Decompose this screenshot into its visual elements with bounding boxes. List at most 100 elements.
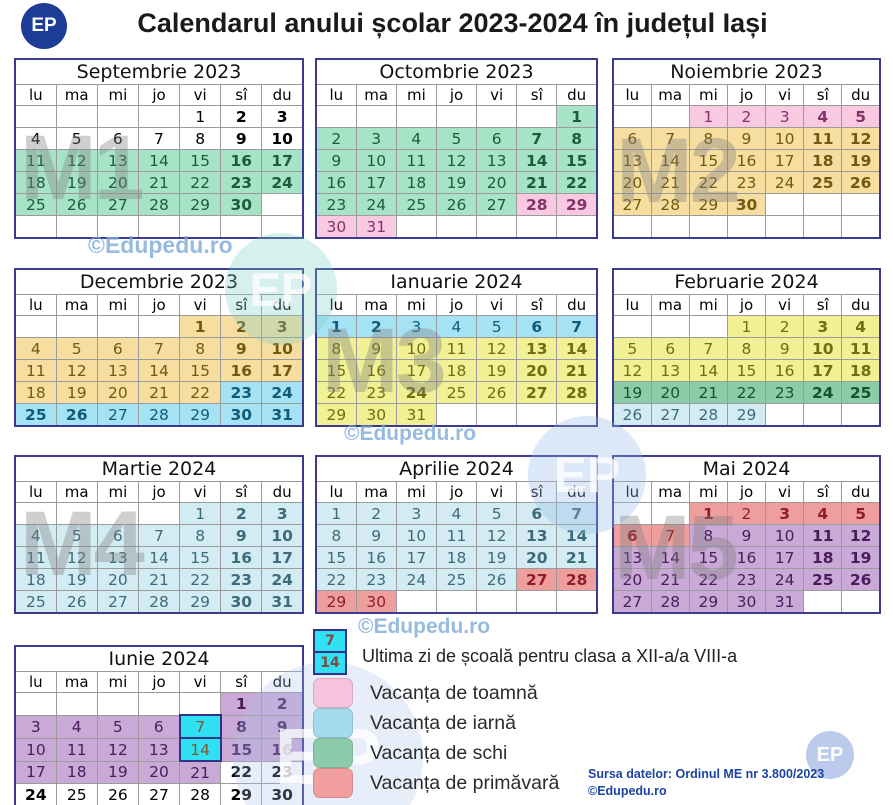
day-cell: 5	[841, 502, 881, 525]
day-cell: 22	[556, 171, 598, 194]
day-cell: 11	[55, 737, 98, 762]
day-cell: 14	[556, 337, 598, 360]
day-cell: 21	[137, 381, 181, 404]
day-cell: 8	[315, 524, 357, 547]
day-cell: 26	[476, 568, 518, 591]
day-cell: 22	[315, 568, 357, 591]
winter-holiday-label: Vacanța de iarnă	[370, 711, 516, 734]
copyright-watermark: ©Edupedu.ro	[344, 422, 477, 445]
day-cell: 15	[220, 737, 263, 762]
day-cell: 30	[220, 193, 263, 216]
month-title: Ianuarie 2024	[315, 268, 598, 295]
day-cell: 6	[650, 337, 690, 360]
day-cell: 1	[315, 315, 357, 338]
weekday-header: ma	[650, 481, 690, 503]
weekday-header: du	[841, 294, 881, 316]
day-cell: 20	[516, 359, 558, 382]
day-cell: 18	[14, 381, 57, 404]
day-cell: 18	[841, 359, 881, 382]
weekday-header: mi	[96, 294, 139, 316]
day-cell	[612, 315, 652, 338]
day-cell	[650, 502, 690, 525]
day-cell: 8	[556, 127, 598, 150]
day-cell	[315, 105, 357, 128]
day-cell: 16	[765, 359, 805, 382]
day-cell: 7	[650, 127, 690, 150]
weekday-header: mi	[688, 294, 728, 316]
day-cell	[841, 590, 881, 614]
day-cell: 1	[179, 105, 222, 128]
day-cell	[96, 315, 139, 338]
day-cell: 11	[14, 546, 57, 569]
day-cell	[55, 105, 98, 128]
day-cell: 7	[137, 127, 181, 150]
day-cell	[476, 590, 518, 614]
weekday-header: mi	[96, 481, 139, 503]
day-cell: 7	[178, 714, 222, 739]
day-cell: 14	[688, 359, 728, 382]
day-cell: 24	[395, 568, 437, 591]
day-cell: 19	[476, 546, 518, 569]
weekday-header: mi	[96, 671, 139, 693]
day-cell: 8	[179, 337, 222, 360]
day-cell: 28	[650, 193, 690, 216]
weekday-header: lu	[315, 294, 357, 316]
day-cell: 3	[14, 714, 57, 739]
day-cell: 24	[803, 381, 843, 404]
month-calendar-decembrie-2023: Decembrie 2023 lu ma mi jo vi sî du 1 2 3 4 5 6 7 8 9 10 1…	[14, 268, 304, 427]
spring-holiday-label: Vacanța de primăvară	[370, 771, 560, 794]
month-calendar-aprilie-2024: Aprilie 2024 lu ma mi jo vi sî du 1 2 3 4 5 6 7 8 9 10 11 1…	[315, 455, 598, 614]
day-cell	[137, 215, 181, 239]
day-cell: 19	[841, 149, 881, 172]
day-cell: 12	[841, 127, 881, 150]
weekday-header: vi	[179, 481, 222, 503]
day-cell: 10	[261, 127, 304, 150]
day-cell: 27	[516, 381, 558, 404]
day-cell	[841, 215, 881, 239]
day-cell	[261, 193, 304, 216]
day-cell: 11	[803, 127, 843, 150]
day-cell: 25	[435, 568, 478, 591]
day-cell: 8	[726, 337, 767, 360]
weekday-header: ma	[55, 84, 98, 106]
weekday-header: lu	[14, 294, 57, 316]
day-cell: 30	[220, 403, 263, 427]
day-cell: 12	[476, 524, 518, 547]
day-cell: 27	[612, 193, 652, 216]
day-cell: 26	[476, 381, 518, 404]
month-calendar-septembrie-2023: Septembrie 2023 lu ma mi jo vi sî du 1 2 3 4 5 6 7 8 9 10…	[14, 58, 304, 239]
day-cell: 27	[96, 403, 139, 427]
day-cell	[179, 692, 222, 716]
day-cell: 30	[220, 590, 263, 614]
day-cell: 26	[55, 590, 98, 614]
day-cell	[96, 105, 139, 128]
day-cell	[137, 105, 181, 128]
day-cell: 27	[96, 193, 139, 216]
weekday-header: mi	[395, 481, 437, 503]
day-cell: 12	[55, 359, 98, 382]
day-cell: 30	[315, 215, 357, 239]
day-cell: 19	[612, 381, 652, 404]
weekday-header: lu	[315, 481, 357, 503]
day-cell	[14, 692, 57, 716]
day-cell: 29	[688, 590, 728, 614]
day-cell: 8	[315, 337, 357, 360]
day-cell: 20	[612, 171, 652, 194]
day-cell: 9	[220, 127, 263, 150]
day-cell: 23	[220, 568, 263, 591]
day-cell	[556, 590, 598, 614]
day-cell: 16	[726, 149, 767, 172]
day-cell	[556, 403, 598, 427]
page-title: Calendarul anului școlar 2023-2024 în ju…	[137, 8, 768, 38]
day-cell: 23	[220, 381, 263, 404]
month-calendar-iunie-2024: Iunie 2024 lu ma mi jo vi sî du 1 2 3 4 5 6 7 8 9 10 11 12 1…	[14, 645, 304, 805]
day-cell: 3	[395, 502, 437, 525]
day-cell: 16	[355, 546, 397, 569]
day-cell	[803, 193, 843, 216]
day-cell: 24	[14, 783, 57, 805]
ski-holiday-swatch	[313, 738, 353, 768]
weekday-header: du	[556, 84, 598, 106]
day-cell	[803, 215, 843, 239]
weekday-header: jo	[726, 294, 767, 316]
day-cell	[556, 215, 598, 239]
